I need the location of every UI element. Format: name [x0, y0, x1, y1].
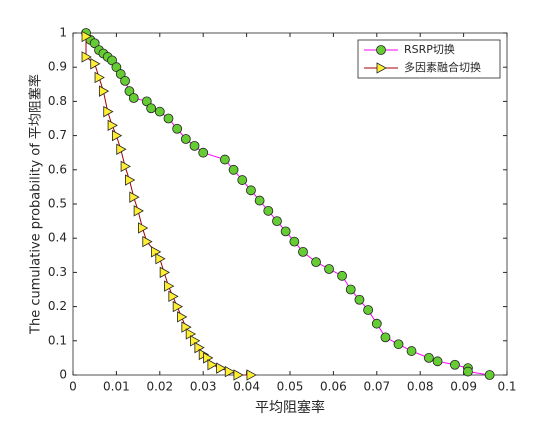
data-point: [120, 75, 130, 86]
data-point: [172, 123, 183, 134]
data-point: [155, 253, 166, 265]
y-axis-label: The cumulative probability of 平均阻塞率: [28, 74, 44, 335]
x-tick-label: 0.06: [320, 380, 347, 394]
y-tick-label: 0.4: [48, 231, 67, 245]
y-tick-label: 0.9: [48, 60, 67, 74]
data-point: [263, 205, 274, 216]
x-tick-label: 0.05: [277, 380, 304, 394]
y-tick-label: 0.1: [48, 333, 67, 347]
data-point: [124, 86, 135, 97]
data-point: [159, 266, 170, 279]
data-point: [129, 191, 140, 203]
data-point: [423, 352, 434, 363]
y-tick-label: 0.5: [48, 197, 67, 211]
legend-marker: [376, 62, 387, 74]
x-tick-label: 0.1: [497, 380, 516, 394]
data-point: [393, 339, 404, 350]
data-point: [98, 85, 110, 97]
data-point: [406, 346, 417, 356]
data-point: [432, 356, 443, 367]
x-tick-label: 0.03: [190, 380, 217, 394]
data-point: [224, 365, 236, 378]
data-point: [345, 284, 356, 295]
x-tick-label: 0.04: [233, 380, 260, 394]
data-point: [168, 290, 179, 303]
data-point: [103, 105, 114, 118]
y-tick-label: 0.3: [48, 265, 67, 279]
data-point: [246, 369, 257, 381]
x-tick-label: 0.09: [450, 380, 477, 394]
data-point: [289, 236, 300, 247]
data-point: [172, 300, 183, 313]
plot-area: [72, 32, 508, 376]
data-point: [233, 369, 244, 381]
data-point: [180, 134, 191, 144]
data-point: [90, 58, 101, 70]
data-point: [89, 38, 100, 49]
data-point: [177, 311, 188, 323]
x-tick-label: 0.02: [146, 380, 173, 394]
data-point: [198, 147, 209, 158]
data-point: [141, 96, 152, 107]
data-point: [164, 280, 175, 292]
data-point: [120, 160, 131, 173]
data-point: [189, 140, 200, 151]
legend-label: RSRP切换: [404, 42, 455, 56]
data-point: [207, 359, 218, 371]
data-point: [125, 174, 136, 186]
data-point: [246, 185, 256, 196]
data-point: [146, 103, 157, 114]
data-point: [484, 370, 495, 380]
data-point: [237, 175, 248, 185]
data-point: [115, 69, 126, 79]
data-point: [272, 216, 282, 227]
data-point: [450, 359, 460, 370]
data-point: [128, 93, 139, 103]
data-point: [380, 332, 391, 343]
data-point: [324, 264, 334, 274]
data-point: [154, 106, 165, 117]
data-point: [337, 270, 347, 281]
data-point: [354, 294, 365, 305]
y-tick-label: 0.7: [48, 128, 67, 142]
x-tick-label: 0.01: [103, 380, 130, 394]
data-point: [163, 113, 174, 124]
data-point: [94, 71, 105, 84]
data-point: [363, 305, 374, 315]
x-tick-label: 0.07: [363, 380, 390, 394]
data-point: [311, 257, 321, 268]
x-tick-label: 0: [69, 380, 77, 394]
y-tick-label: 1: [59, 26, 67, 40]
data-point: [371, 318, 382, 329]
data-point: [228, 164, 239, 175]
data-point: [133, 205, 144, 217]
y-tick-label: 0.2: [48, 299, 67, 313]
data-point: [219, 154, 230, 165]
y-tick-label: 0.6: [48, 162, 67, 176]
y-tick-label: 0.8: [48, 94, 67, 108]
data-point: [107, 119, 118, 132]
data-point: [254, 195, 265, 206]
data-point: [111, 62, 122, 73]
data-point: [298, 246, 308, 257]
data-point: [81, 51, 92, 63]
x-axis-label: 平均阻塞率: [255, 399, 325, 416]
data-point: [463, 366, 473, 377]
data-point: [142, 235, 153, 248]
data-point: [116, 143, 127, 155]
y-tick-label: 0: [59, 368, 67, 382]
data-point: [280, 226, 291, 237]
legend-marker: [376, 45, 386, 55]
data-point: [138, 222, 149, 234]
data-point: [81, 30, 92, 43]
data-point: [216, 362, 227, 374]
data-point: [112, 129, 123, 142]
data-point: [107, 55, 117, 66]
x-tick-label: 0.08: [407, 380, 434, 394]
legend-label: 多因素融合切换: [404, 60, 481, 74]
